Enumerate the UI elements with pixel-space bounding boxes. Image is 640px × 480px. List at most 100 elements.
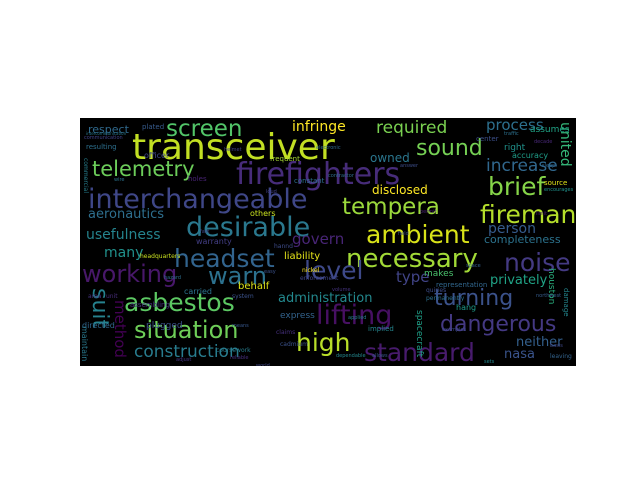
word-situation: situation [134, 316, 239, 344]
word-others: others [250, 209, 276, 218]
word-enforcement: enforcement [300, 275, 339, 282]
word-permanently: permanently [426, 295, 465, 302]
word-source: source [544, 179, 568, 187]
word-construction: construction [134, 342, 240, 362]
word-answer: answer [400, 163, 419, 169]
word-plated: plated [142, 123, 165, 131]
word-high: high [296, 328, 351, 357]
word-helmet: helmet [224, 147, 242, 153]
word-permit: permit [420, 209, 437, 215]
word-united: united [557, 122, 573, 167]
word-express: express [280, 311, 315, 321]
word-maintain: maintain [80, 326, 89, 362]
word-necessary: necessary [346, 244, 478, 274]
word-sleep: sleep [542, 163, 556, 169]
word-world: world [256, 363, 270, 367]
word-frequent: frequent [270, 155, 300, 163]
word-noise: noise [504, 248, 571, 277]
word-implied: implied [368, 325, 394, 333]
word-hannd: hannd [274, 243, 293, 250]
word-center: center [476, 135, 499, 143]
word-increase: increase [486, 156, 558, 176]
word-lifting: lifting [316, 300, 393, 331]
word-govern: govern [292, 230, 345, 248]
word-telemetry: telemetry [92, 157, 195, 181]
word-brief: brief [488, 172, 546, 201]
word-warranty: warranty [196, 237, 232, 246]
word-wire: wire [114, 177, 125, 183]
word-resulting: resulting [86, 143, 117, 151]
word-method: method [111, 300, 129, 358]
word-working: working [82, 260, 178, 288]
word-applied: applied [348, 315, 367, 321]
word-accuracy: accuracy [512, 151, 549, 160]
word-required: required [376, 118, 448, 138]
word-many: many [104, 245, 144, 261]
word-neither: neither [516, 335, 563, 350]
word-transceiver: transceiver [132, 127, 335, 168]
word-decade: decade [534, 139, 553, 145]
word-administration: administration [278, 291, 373, 306]
word-easy: easy [264, 269, 276, 275]
word-intercommunication: intercommunication [86, 131, 127, 136]
word-electronic: electronic [316, 145, 341, 151]
word-unit: unit [106, 293, 118, 300]
word-right: right [504, 143, 526, 153]
word-assembling: assembling [130, 301, 170, 309]
word-spacecraft: spacecraft [414, 310, 424, 358]
word-standard: standard [364, 338, 475, 366]
word-loud: loud [266, 189, 277, 195]
word-contractor: contractor [328, 173, 354, 179]
word-behalf: behalf [238, 281, 270, 292]
word-leaving: leaving [550, 353, 572, 360]
word-representation: representation [436, 281, 488, 289]
word-limit: limit [536, 211, 547, 217]
word-system: system [232, 293, 254, 300]
word-cadmium: cadmium [280, 341, 308, 348]
word-means: means [232, 323, 249, 329]
word-desirable: desirable [186, 212, 311, 243]
word-quiries: quiries [426, 287, 447, 294]
word-level: level [304, 256, 364, 285]
word-infringe: infringe [292, 119, 346, 135]
word-screen: screen [166, 118, 243, 142]
word-dependable: dependable [336, 353, 366, 359]
word-adjust: adjust [176, 357, 192, 363]
word-makes: makes [424, 269, 454, 279]
word-houston: houston [546, 268, 556, 305]
word-turning: turning [434, 286, 514, 311]
word-person: person [488, 221, 536, 237]
word-warn: warn [208, 262, 267, 290]
word-basis: basis [550, 343, 563, 349]
word-headquarters: headquarters [140, 253, 181, 260]
word-privately: privately [490, 273, 548, 288]
word-constant: constant [294, 177, 325, 185]
word-tempera: tempera [342, 194, 440, 220]
word-field: field [398, 231, 409, 237]
word-firefighters: firefighters [236, 157, 401, 192]
word-suit: suit [87, 288, 112, 329]
word-interchangeable: interchangeable [88, 184, 308, 215]
word-fast: fast [200, 229, 210, 235]
word-hazard: hazard [164, 275, 182, 281]
word-officer: officer [144, 151, 170, 160]
word-volume: volume [332, 287, 351, 293]
word-aeronautics: aeronautics [88, 207, 165, 222]
word-space: space [466, 263, 481, 269]
word-directed: directed [82, 321, 115, 330]
word-usefulness: usefulness [86, 227, 161, 243]
word-damage: damage [562, 288, 570, 317]
word-owned: owned [370, 151, 410, 165]
word-type: type [396, 268, 430, 286]
word-asbestos: asbestos [124, 288, 235, 317]
word-holes: holes [188, 175, 207, 183]
word-completeness: completeness [484, 233, 561, 246]
word-allows: allows [372, 353, 388, 359]
word-respect: respect [88, 123, 129, 136]
word-liability: liability [284, 251, 321, 262]
word-process: process [486, 118, 544, 134]
word-ambient: ambient [366, 220, 470, 249]
word-communication: communication [84, 135, 123, 141]
word-plugged: plugged [146, 321, 183, 331]
word-coursework: coursework [216, 347, 251, 354]
